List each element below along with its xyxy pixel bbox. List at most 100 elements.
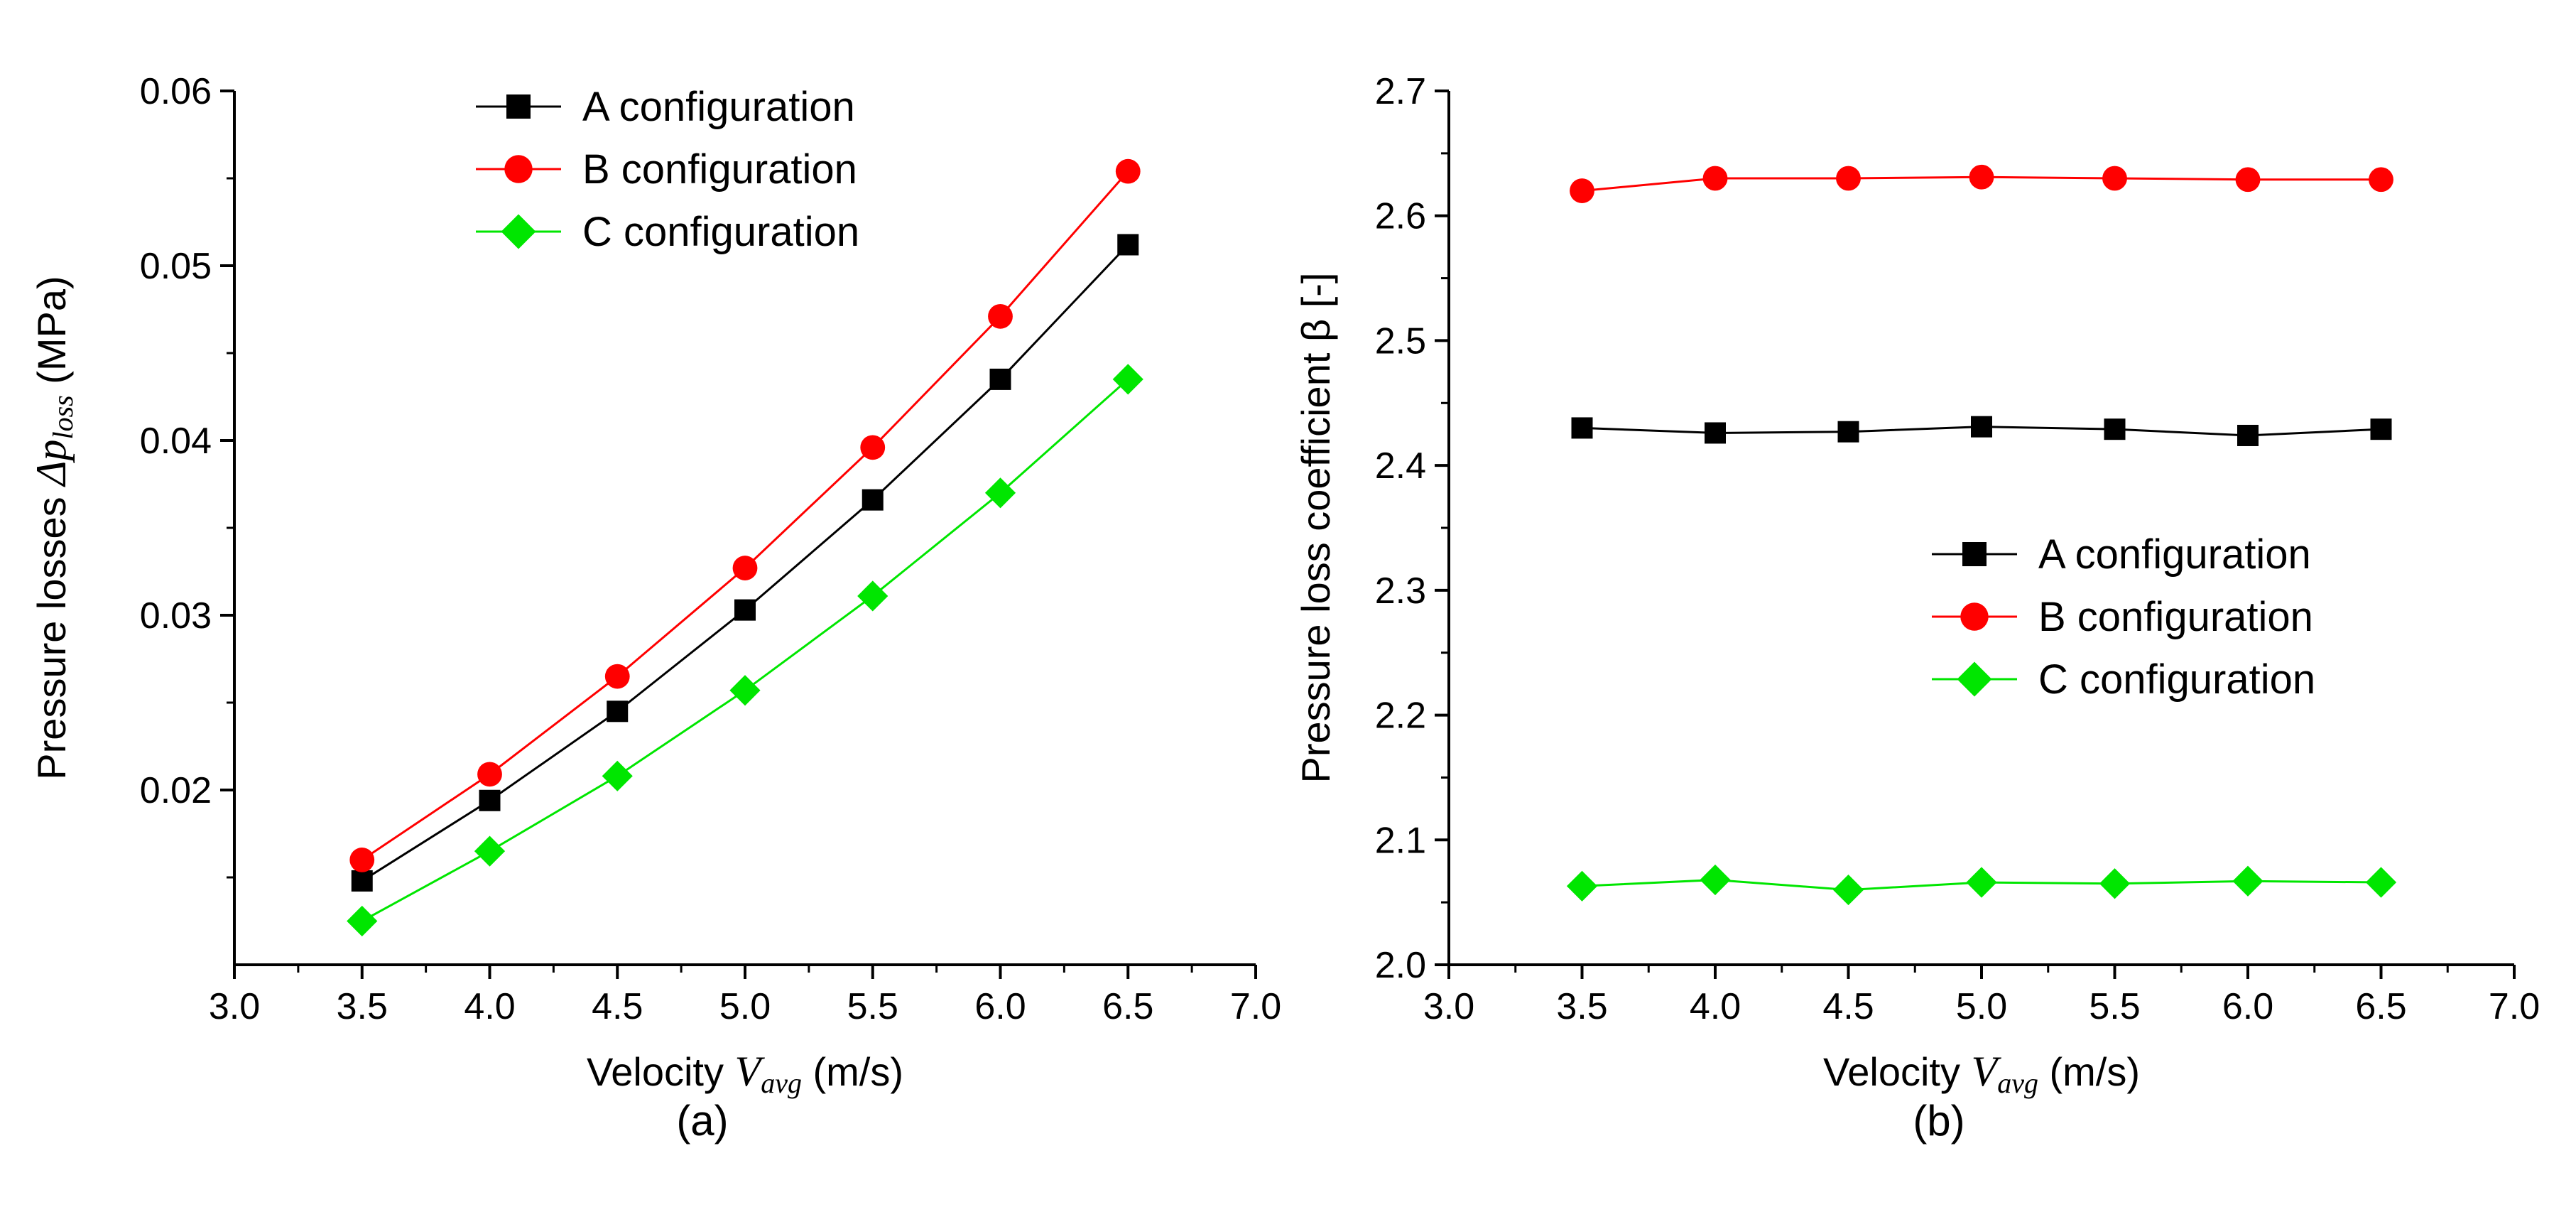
data-point-square bbox=[2104, 418, 2126, 440]
y-axis-label-var: Δp bbox=[28, 440, 75, 487]
data-point-circle bbox=[2102, 166, 2127, 191]
data-point-square bbox=[1571, 417, 1593, 439]
data-point-diamond bbox=[474, 835, 506, 867]
x-axis-label-suffix: (m/s) bbox=[802, 1049, 903, 1094]
legend-marker-circle bbox=[504, 155, 533, 183]
y-tick-label: 0.06 bbox=[140, 71, 212, 112]
data-point-diamond bbox=[347, 905, 378, 937]
legend-label: A configuration bbox=[2038, 531, 2311, 578]
x-axis-label-prefix: Velocity bbox=[587, 1049, 735, 1094]
y-axis-label-prefix: Pressure losses bbox=[29, 486, 74, 780]
x-tick-label: 3.0 bbox=[209, 986, 260, 1027]
data-point-diamond bbox=[1566, 870, 1598, 902]
data-point-circle bbox=[988, 303, 1013, 329]
x-tick-label: 6.5 bbox=[1102, 986, 1153, 1027]
y-tick-label: 2.2 bbox=[1375, 696, 1426, 737]
data-point-square bbox=[2237, 424, 2259, 446]
x-tick-label: 6.5 bbox=[2355, 986, 2406, 1027]
x-tick-label: 5.0 bbox=[719, 986, 771, 1027]
data-point-circle bbox=[732, 556, 758, 580]
legend-marker-circle bbox=[1960, 602, 1989, 631]
data-point-square bbox=[1971, 416, 1992, 438]
data-point-square bbox=[1117, 234, 1139, 256]
data-point-square bbox=[351, 870, 373, 892]
data-point-diamond bbox=[729, 675, 761, 706]
data-point-square bbox=[989, 368, 1011, 390]
x-axis-label: Velocity Vavg (m/s) bbox=[1823, 1048, 2140, 1099]
data-point-diamond bbox=[2365, 867, 2397, 898]
x-tick-label: 3.5 bbox=[337, 986, 388, 1027]
series-line-circle bbox=[361, 171, 1129, 861]
y-tick-label: 0.05 bbox=[140, 246, 212, 287]
y-tick-label: 2.7 bbox=[1375, 71, 1426, 112]
x-axis-label-var: V bbox=[735, 1048, 766, 1095]
x-tick-label: 7.0 bbox=[2489, 986, 2540, 1027]
data-point-square bbox=[607, 700, 629, 723]
data-point-diamond bbox=[857, 580, 888, 612]
x-tick-label: 4.5 bbox=[1822, 986, 1874, 1027]
y-axis-label: Pressure losses Δploss (MPa) bbox=[28, 276, 79, 779]
data-point-circle bbox=[1115, 158, 1141, 184]
x-tick-label: 5.0 bbox=[1956, 986, 2007, 1027]
legend-label: B configuration bbox=[2038, 594, 2313, 640]
legend-marker-diamond bbox=[501, 214, 536, 249]
y-tick-label: 0.04 bbox=[140, 421, 212, 462]
legend-marker-square bbox=[506, 94, 531, 119]
x-tick-label: 6.0 bbox=[974, 986, 1026, 1027]
data-point-circle bbox=[2369, 167, 2393, 193]
data-point-diamond bbox=[984, 477, 1016, 509]
data-point-circle bbox=[1836, 166, 1861, 191]
legend-label: C configuration bbox=[2038, 656, 2315, 703]
x-axis-label: Velocity Vavg (m/s) bbox=[587, 1048, 903, 1099]
data-point-square bbox=[862, 489, 884, 511]
x-tick-label: 5.5 bbox=[2089, 986, 2140, 1027]
data-point-square bbox=[479, 789, 501, 811]
x-axis-label-sub: avg bbox=[1997, 1067, 2038, 1099]
data-point-diamond bbox=[1832, 874, 1864, 906]
y-tick-label: 2.1 bbox=[1375, 820, 1426, 861]
x-tick-label: 6.0 bbox=[2222, 986, 2273, 1027]
y-tick-label: 0.03 bbox=[140, 595, 212, 637]
data-point-circle bbox=[604, 664, 630, 689]
y-tick-label: 2.5 bbox=[1375, 320, 1426, 362]
data-point-circle bbox=[1570, 178, 1594, 203]
y-axis-label-prefix: Pressure loss coefficient β [-] bbox=[1293, 272, 1338, 783]
x-tick-label: 4.5 bbox=[592, 986, 643, 1027]
data-point-circle bbox=[860, 435, 886, 460]
y-tick-label: 0.02 bbox=[140, 770, 212, 811]
data-point-diamond bbox=[602, 760, 633, 791]
y-axis-label-sub: loss bbox=[47, 395, 79, 439]
series-line-diamond bbox=[362, 378, 1129, 922]
chart-b: 3.0 3.5 4.0 4.5 5.0 5.5 6.0 6.5 7.0 2.0 2.1 2.2 2.3 2… bbox=[1293, 71, 2540, 1145]
data-point-square bbox=[734, 599, 756, 621]
chart-a: 3.0 3.5 4.0 4.5 5.0 5.5 6.0 6.5 7.0 0.02 0.03 0.04 0… bbox=[28, 71, 1281, 1145]
y-tick-label: 2.3 bbox=[1375, 570, 1426, 612]
x-tick-label: 3.0 bbox=[1423, 986, 1474, 1027]
legend-label: C configuration bbox=[582, 209, 859, 255]
y-axis-label: Pressure loss coefficient β [-] bbox=[1293, 272, 1338, 783]
x-tick-label: 3.5 bbox=[1556, 986, 1607, 1027]
data-point-square bbox=[2370, 418, 2392, 440]
data-point-circle bbox=[1702, 166, 1728, 191]
y-tick-label: 2.4 bbox=[1375, 445, 1426, 487]
data-point-circle bbox=[349, 848, 375, 872]
data-point-diamond bbox=[2232, 865, 2263, 897]
legend-label: B configuration bbox=[582, 146, 857, 193]
y-axis-label-suffix: (MPa) bbox=[29, 276, 74, 395]
panel-label: (b) bbox=[1913, 1097, 1964, 1145]
x-tick-label: 5.5 bbox=[847, 986, 898, 1027]
x-tick-label: 4.0 bbox=[1690, 986, 1741, 1027]
legend-marker-diamond bbox=[1957, 661, 1992, 697]
data-point-square bbox=[1705, 422, 1726, 444]
legend-marker-square bbox=[1962, 542, 1987, 566]
x-axis-label-suffix: (m/s) bbox=[2038, 1049, 2140, 1094]
data-point-diamond bbox=[1112, 364, 1143, 395]
x-axis-label-sub: avg bbox=[761, 1067, 802, 1099]
data-point-square bbox=[1837, 421, 1859, 443]
legend-label: A configuration bbox=[582, 84, 855, 130]
x-axis-label-var: V bbox=[1972, 1048, 2002, 1095]
x-tick-label: 7.0 bbox=[1230, 986, 1281, 1027]
data-point-circle bbox=[1969, 164, 1994, 190]
y-tick-label: 2.6 bbox=[1375, 196, 1426, 237]
